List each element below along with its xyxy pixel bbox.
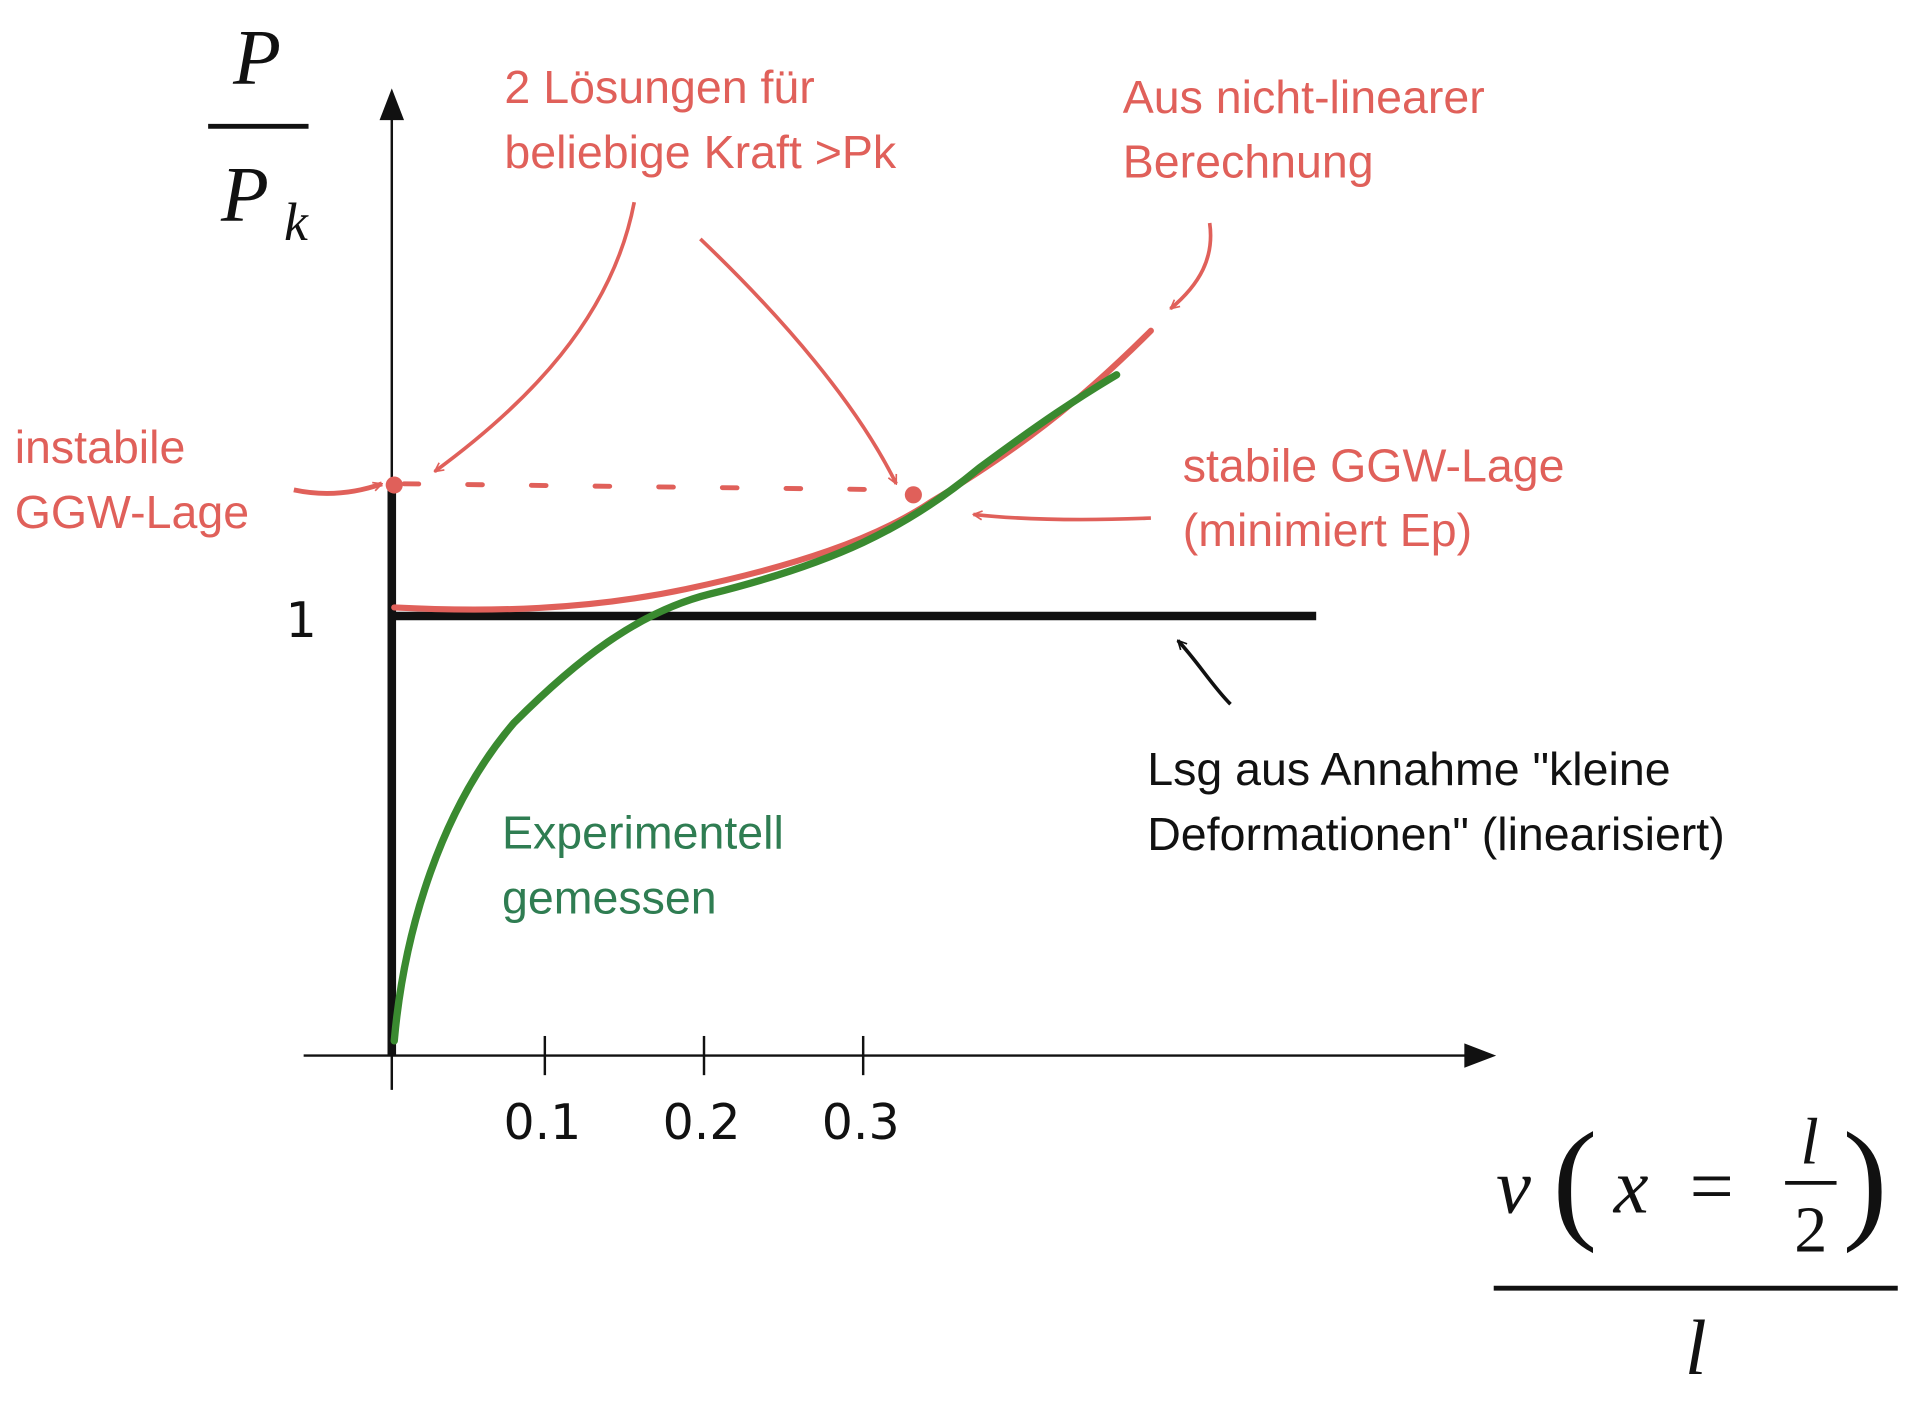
x-label-part: l bbox=[1800, 1105, 1818, 1178]
annotation: gemessen bbox=[502, 872, 717, 924]
arrow bbox=[699, 237, 898, 484]
x-label-part: ( bbox=[1552, 1106, 1597, 1255]
arrow bbox=[1176, 641, 1232, 706]
annotation: Lsg aus Annahme "kleine bbox=[1147, 743, 1670, 795]
nonlinear-curve bbox=[391, 327, 1154, 613]
annotation: Berechnung bbox=[1123, 136, 1374, 188]
arrow bbox=[293, 481, 382, 496]
arrow bbox=[435, 201, 637, 474]
x-tick-label: 0.1 bbox=[503, 1094, 581, 1151]
x-label-part: = bbox=[1690, 1142, 1734, 1229]
y-label-numerator: P bbox=[232, 13, 281, 100]
x-tick-label: 0.2 bbox=[663, 1094, 741, 1151]
annotation: 2 Lösungen für bbox=[504, 61, 814, 113]
arrow bbox=[1170, 222, 1213, 311]
experimental-curve bbox=[390, 371, 1121, 1045]
x-label-denominator: l bbox=[1685, 1304, 1707, 1391]
x-label-part: v bbox=[1496, 1142, 1531, 1229]
annotation: Deformationen" (linearisiert) bbox=[1147, 808, 1725, 860]
x-tick-label: 0.3 bbox=[822, 1094, 900, 1151]
x-axis-arrow bbox=[1464, 1043, 1497, 1068]
annotation: Aus nicht-linearer bbox=[1123, 71, 1485, 123]
unstable-branch bbox=[401, 481, 909, 493]
x-label-part: ) bbox=[1843, 1106, 1888, 1255]
annotation: Experimentell bbox=[502, 807, 784, 859]
linear-solution bbox=[387, 487, 1317, 1056]
annotation: beliebige Kraft >Pk bbox=[504, 126, 896, 178]
unstable-point bbox=[385, 476, 403, 494]
arrow bbox=[973, 514, 1151, 522]
annotation: (minimiert Ep) bbox=[1183, 504, 1472, 556]
y-label-denominator: P bbox=[220, 151, 269, 238]
annotation: GGW-Lage bbox=[15, 486, 249, 538]
x-label-part: x bbox=[1613, 1142, 1649, 1229]
stable-point bbox=[904, 486, 922, 504]
y-axis-arrow bbox=[379, 88, 405, 121]
y-tick-label: 1 bbox=[286, 592, 317, 649]
x-label-part: 2 bbox=[1794, 1193, 1827, 1266]
annotation: instabile bbox=[15, 421, 186, 473]
annotation: stabile GGW-Lage bbox=[1183, 439, 1565, 491]
y-label-subscript: k bbox=[284, 192, 309, 252]
